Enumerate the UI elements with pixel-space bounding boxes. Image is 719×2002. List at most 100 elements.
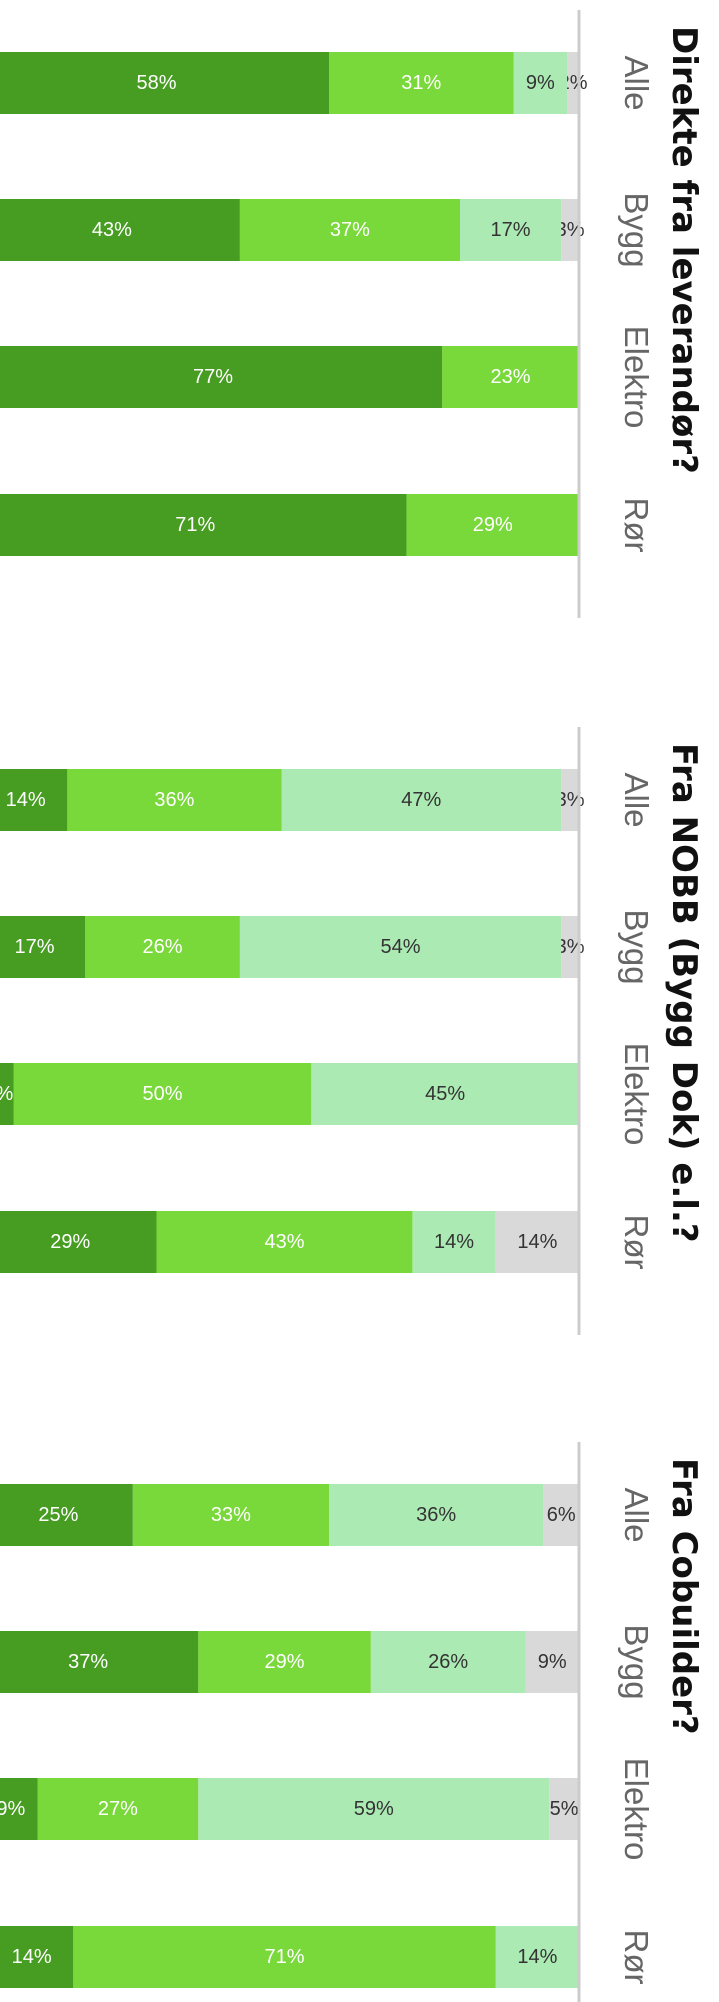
data-label: 43% (264, 1231, 304, 1253)
data-label: 3% (556, 936, 585, 958)
bar-segment (198, 1631, 371, 1693)
bar-segment (0, 916, 86, 978)
data-label: 14% (12, 1946, 52, 1968)
category-label: Alle (618, 55, 655, 110)
bar-segment (561, 769, 579, 831)
data-label: 27% (98, 1798, 138, 1820)
bar-segment (73, 1926, 496, 1988)
data-label: 36% (154, 789, 194, 811)
bar-segment (0, 1778, 38, 1840)
data-label: 47% (401, 789, 441, 811)
data-label: 59% (354, 1798, 394, 1820)
data-label: 31% (401, 72, 441, 94)
bar-segment (549, 1778, 579, 1840)
chart-panel: Fra NOBB (Bygg Dok) e.l.?Alle Bygg Elektro… (0, 727, 704, 1335)
data-label: 36% (416, 1504, 456, 1526)
bar-segment (311, 1063, 579, 1125)
data-label: 25% (38, 1504, 78, 1526)
data-label: 9% (0, 1798, 25, 1820)
data-label: 9% (526, 72, 555, 94)
chart-panel: Direkte fra leverandør?Alle Bygg Elektro Rø… (0, 10, 704, 618)
bar-segment (370, 1631, 526, 1693)
bar-segment (85, 916, 240, 978)
bar-segment (0, 199, 240, 261)
bar-segment (67, 769, 282, 831)
category-label: Rør (618, 498, 655, 553)
data-label: 77% (193, 366, 233, 388)
bar-segment (13, 1063, 312, 1125)
data-label: 5% (550, 1798, 579, 1820)
bar-segment (543, 1484, 579, 1546)
chart-panel: Fra Cobuilder?Alle Bygg Elektro Rør 6% 36% 33%… (0, 1442, 704, 2002)
data-label: 29% (264, 1651, 304, 1673)
data-label: 23% (491, 366, 531, 388)
category-label: Alle (618, 1487, 655, 1542)
bar-segment (561, 916, 579, 978)
category-label: Alle (618, 772, 655, 827)
bar-segment (132, 1484, 330, 1546)
bar-segment (239, 199, 460, 261)
chart-title: Fra NOBB (Bygg Dok) e.l.? (664, 743, 704, 1243)
data-label: 9% (538, 1651, 567, 1673)
bar-segment (0, 346, 443, 408)
bar-segment (0, 1063, 14, 1125)
data-label: 71% (264, 1946, 304, 1968)
data-label: 29% (473, 514, 513, 536)
bar-segment (0, 769, 68, 831)
data-label: 33% (211, 1504, 251, 1526)
bar-segment (459, 199, 562, 261)
bar-segment (239, 916, 562, 978)
data-label: 17% (491, 219, 531, 241)
bar-segment (0, 52, 330, 114)
category-label: Rør (618, 1215, 655, 1270)
bar-segment (525, 1631, 579, 1693)
category-label: Elektro (618, 326, 655, 429)
bar-segment (495, 1926, 579, 1988)
bar-segment (406, 494, 579, 556)
data-label: 5% (0, 1083, 14, 1105)
data-label: 26% (142, 936, 182, 958)
data-label: 29% (50, 1231, 90, 1253)
data-label: 14% (517, 1231, 557, 1253)
bar-segment (567, 52, 579, 114)
bar-segment (198, 1778, 550, 1840)
data-label: 37% (330, 219, 370, 241)
data-label: 43% (92, 219, 132, 241)
data-label: 50% (142, 1083, 182, 1105)
bar-segment (329, 52, 514, 114)
bar-segment (0, 1484, 133, 1546)
bar-segment (561, 199, 579, 261)
bar-segment (0, 1631, 199, 1693)
data-label: 6% (547, 1504, 576, 1526)
chart-title: Direkte fra leverandør? (664, 26, 704, 474)
category-label: Elektro (618, 1043, 655, 1146)
bar-segment (0, 1926, 74, 1988)
category-label: Bygg (618, 192, 655, 267)
bar-segment (513, 52, 568, 114)
data-label: 14% (434, 1231, 474, 1253)
data-label: 58% (137, 72, 177, 94)
bar-segment (0, 494, 407, 556)
data-label: 14% (517, 1946, 557, 1968)
data-label: 71% (175, 514, 215, 536)
chart-title: Fra Cobuilder? (664, 1458, 704, 1735)
data-label: 26% (428, 1651, 468, 1673)
category-label: Elektro (618, 1758, 655, 1861)
data-label: 3% (556, 789, 585, 811)
category-label: Bygg (618, 1624, 655, 1699)
category-label: Rør (618, 1930, 655, 1985)
bar-segment (281, 769, 562, 831)
data-label: 14% (6, 789, 46, 811)
data-label: 37% (68, 1651, 108, 1673)
data-label: 54% (380, 936, 420, 958)
bar-segment (329, 1484, 544, 1546)
category-label: Bygg (618, 909, 655, 984)
bar-segment (412, 1211, 496, 1273)
data-label: 17% (15, 936, 55, 958)
bar-segment (495, 1211, 579, 1273)
data-label: 45% (425, 1083, 465, 1105)
data-label: 3% (556, 219, 585, 241)
bar-segment (156, 1211, 413, 1273)
